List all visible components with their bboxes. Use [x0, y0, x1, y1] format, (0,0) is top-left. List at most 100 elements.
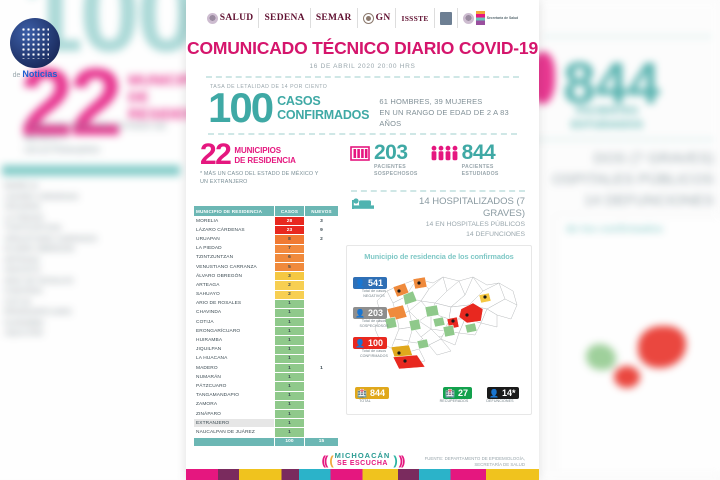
legend-caption-confirmados: Total de casos CONFIRMADOS [347, 349, 401, 358]
municipios-block: 22 MUNICIPIOS DE RESIDENCIA * MÁS UN CAS… [200, 140, 350, 186]
watermark-brand: de Noticias [10, 69, 60, 79]
negativos-count: 541 [367, 278, 383, 288]
fatality-rate-label: TASA DE LETALIDAD DE 14 POR CIENTO [210, 84, 328, 90]
total-cell-casos: 100 [274, 436, 305, 447]
background-hospital-text: DOS (7 GRAVES) OSPITALES PÚBLICOS 14 DEF… [534, 148, 714, 211]
background-table-list: MORELIA LÁZARO CÁRDENAS URUAPAN LA PIEDA… [4, 183, 98, 337]
cell-casos: 1 [274, 326, 305, 337]
table-row: CHAVINDA 1 [193, 307, 339, 319]
cell-casos: 1 [274, 418, 305, 429]
cell-municipio: CHAVINDA [193, 307, 275, 319]
cell-casos: 1 [274, 362, 305, 374]
background-note: * MÁS UN CASO DEL ESTADO DE MÉXICO Y UN … [24, 120, 174, 156]
stat-suspicious-body: 203 PACIENTES SOSPECHOSOS [374, 141, 418, 178]
map-stage: 👤 541 Total de casos NEGATIVOS 👤 203 Tot… [347, 261, 533, 403]
map-card: Municipio de residencia de los confirmad… [346, 245, 532, 415]
background-dashed-rule-1 [545, 35, 710, 38]
cell-nuevos [304, 408, 339, 420]
icon-statistics: 203 PACIENTES SOSPECHOSOS [350, 141, 499, 186]
table-row: LA HUACANA 1 [193, 353, 339, 365]
logo-imss [435, 8, 458, 28]
cell-nuevos [304, 252, 339, 263]
municipios-label-line1: MUNICIPIOS [234, 146, 281, 155]
confirmed-number-row: 100 CASOS CONFIRMADOS [208, 87, 370, 129]
background-right-panel: 844 PACIENTES ESTUDIADOS DOS (7 GRAVES) … [529, 0, 720, 480]
globe-dots [21, 27, 49, 59]
sospechosos-cap-line2: SOSPECHOSOS [359, 323, 389, 328]
poster-footer: (( ( MICHOACÁN SE ESCUCHA ) )) FUENTE: D… [186, 452, 539, 480]
cell-nuevos [304, 289, 339, 300]
rainbow-bars-icon [475, 11, 485, 25]
map-cluster-lazaro [392, 354, 426, 370]
death-icon: 👤 [489, 388, 499, 398]
studied-caption-line1: PACIENTES [461, 164, 494, 170]
patients-suspicious-icon [350, 143, 370, 168]
cell-nuevos [304, 307, 339, 319]
logo-issste-label: ISSSTE [401, 13, 429, 23]
cell-nuevos: 3 [304, 215, 339, 227]
cell-municipio: ARTEAGA [193, 280, 275, 291]
cell-municipio: VENUSTIANO CARRANZA [193, 261, 275, 273]
public-hospitals-line: 14 EN HOSPITALES PÚBLICOS [425, 221, 525, 228]
legend-caption-sospechosos: Total de casos SOSPECHOSOS [347, 319, 401, 328]
map-green-municipios [384, 290, 478, 350]
deaths-line: 14 DEFUNCIONES [466, 230, 525, 238]
negativos-cap-line2: NEGATIVOS [363, 293, 385, 298]
cell-municipio: ÁLVARO OBREGÓN [193, 271, 275, 282]
watermark-brand-name: Noticias [22, 69, 58, 79]
demographics-line3: AÑOS [379, 119, 402, 128]
legend-badge-confirmados: 👤 100 [353, 337, 387, 349]
cell-nuevos [304, 243, 339, 254]
table-row: VENUSTIANO CARRANZA 5 [193, 261, 339, 273]
logo-salud: SALUD [202, 8, 260, 28]
cell-nuevos [304, 298, 339, 309]
cell-municipio: TANGAMANDAPIO [193, 390, 275, 401]
cell-municipio: NAUCALPAN DE JUÁREZ [193, 427, 275, 438]
michoacan-map-svg [374, 276, 518, 370]
eagle-emblem-icon-2 [462, 12, 474, 24]
confirmed-label-line1: CASOS [277, 94, 321, 108]
table-total-row: 100 15 [193, 436, 339, 447]
cell-nuevos [304, 344, 339, 355]
cell-municipio: MADERO [193, 362, 275, 374]
cell-casos: 2 [274, 280, 305, 291]
cell-casos: 3 [274, 271, 305, 282]
map-stat-total-caption: TOTAL [359, 399, 371, 403]
cell-municipio: COTIJA [193, 317, 275, 328]
table-row: LÁZARO CÁRDENAS 23 9 [193, 225, 339, 236]
cell-municipio: ERONGARÍCUARO [193, 326, 275, 337]
cell-casos: 1 [274, 390, 305, 401]
patients-studied-icon [430, 143, 458, 168]
watermark-logo: de Noticias [10, 18, 60, 79]
cell-casos: 1 [274, 408, 305, 420]
stat-studied-body: 844 PACIENTES ESTUDIADOS [461, 142, 499, 178]
michoacan-line1: MICHOACÁN [334, 451, 391, 460]
hospitalized-line: 14 HOSPITALIZADOS (7 GRAVES) [419, 196, 525, 219]
cell-casos: 1 [274, 381, 305, 392]
michoacan-brand-text: MICHOACÁN SE ESCUCHA [335, 452, 391, 468]
divider-2 [208, 133, 517, 135]
suspicious-count: 203 [374, 141, 408, 164]
th-municipio: MUNICIPIO DE RESIDENCIA [193, 205, 275, 217]
confirmed-left: TASA DE LETALIDAD DE 14 POR CIENTO 100 C… [208, 84, 370, 129]
wave-right-icon: ) [393, 452, 398, 468]
total-cell-nuevos: 15 [304, 436, 339, 447]
confirmed-label: CASOS CONFIRMADOS [277, 94, 369, 122]
table-row: MADERO 1 1 [193, 362, 339, 374]
table-row: EXTRANJERO 1 [193, 418, 339, 429]
map-stat-defunciones-caption: DEFUNCIONES [486, 399, 514, 403]
legend-badge-negativos: 👤 541 [353, 277, 387, 289]
map-death-markers [397, 281, 487, 363]
cell-casos: 6 [274, 252, 305, 263]
studied-caption-line2: ESTUDIADOS [461, 171, 499, 177]
wave-right-icon-2: )) [398, 452, 406, 468]
municipios-label-line2: DE RESIDENCIA [234, 156, 296, 165]
map-cluster-morelia [458, 302, 484, 324]
cell-municipio: URUAPAN [193, 234, 275, 245]
background-note-line2: UN EXTRANJERO [24, 145, 101, 155]
cell-casos: 1 [274, 399, 305, 410]
table-row: ZINÁPARO 1 [193, 408, 339, 420]
cell-nuevos [304, 353, 339, 365]
table-row: TZINTZUNTZAN 6 [193, 252, 339, 263]
cell-nuevos [304, 261, 339, 273]
